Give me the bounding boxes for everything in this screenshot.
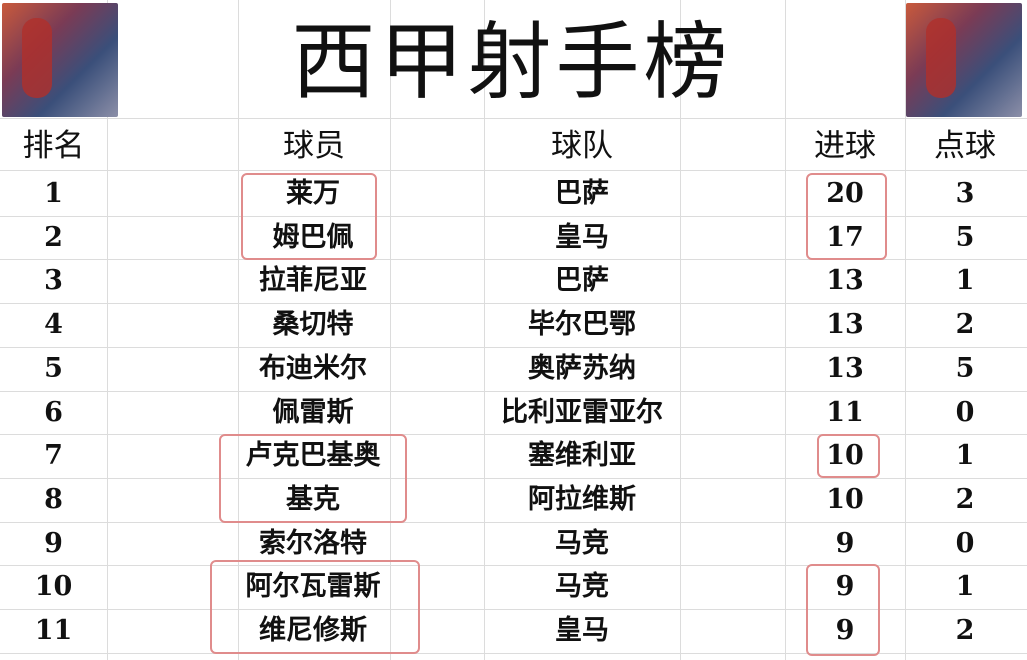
header-team: 球队 bbox=[551, 128, 613, 164]
highlight-box bbox=[806, 564, 880, 656]
cell-team: 巴萨 bbox=[555, 178, 609, 209]
cell-goals: 20 bbox=[826, 178, 864, 209]
cell-goals: 17 bbox=[826, 221, 864, 253]
highlight-box bbox=[219, 434, 407, 523]
cell-goals: 10 bbox=[826, 483, 864, 515]
cell-team: 皇马 bbox=[555, 615, 609, 646]
header-goals: 进球 bbox=[814, 128, 876, 164]
cell-goals: 10 bbox=[826, 440, 864, 472]
cell-rank: 5 bbox=[44, 352, 63, 384]
cell-player: 佩雷斯 bbox=[272, 396, 354, 428]
cell-rank: 11 bbox=[34, 615, 73, 646]
cell-player: 拉菲尼亚 bbox=[259, 265, 367, 297]
cell-penalties: 1 bbox=[955, 571, 975, 603]
cell-penalties: 5 bbox=[955, 352, 975, 384]
cell-goals: 9 bbox=[835, 527, 855, 559]
cell-team: 毕尔巴鄂 bbox=[528, 309, 636, 341]
cell-team: 马竞 bbox=[555, 527, 609, 559]
highlight-box bbox=[210, 560, 420, 654]
cell-player: 桑切特 bbox=[272, 309, 354, 341]
cell-rank: 4 bbox=[44, 309, 63, 341]
header-player: 球员 bbox=[283, 128, 345, 164]
cell-rank: 7 bbox=[44, 440, 63, 472]
cell-rank: 8 bbox=[44, 483, 63, 515]
cell-rank: 9 bbox=[44, 527, 63, 559]
header-rank: 排名 bbox=[22, 128, 85, 164]
cell-player: 布迪米尔 bbox=[259, 352, 367, 384]
cell-goals: 9 bbox=[835, 615, 855, 646]
cell-penalties: 5 bbox=[955, 221, 975, 253]
cell-goals: 9 bbox=[835, 571, 855, 603]
header-penalties: 点球 bbox=[934, 128, 996, 164]
cell-penalties: 2 bbox=[955, 615, 975, 646]
cell-player: 索尔洛特 bbox=[259, 527, 367, 559]
cell-player: 基克 bbox=[286, 483, 340, 515]
cell-team: 巴萨 bbox=[555, 265, 609, 297]
highlight-box bbox=[241, 173, 377, 260]
highlight-box bbox=[806, 173, 887, 260]
cell-goals: 13 bbox=[826, 309, 864, 341]
cell-player: 卢克巴基奥 bbox=[245, 440, 381, 472]
cell-rank: 6 bbox=[44, 396, 63, 428]
player-image-right bbox=[906, 3, 1022, 117]
cell-player: 莱万 bbox=[286, 178, 340, 209]
cell-player: 姆巴佩 bbox=[272, 221, 354, 253]
page-title: 西甲射手榜 bbox=[291, 13, 732, 111]
cell-penalties: 0 bbox=[955, 396, 975, 428]
player-image-left bbox=[2, 3, 118, 117]
cell-team: 比利亚雷亚尔 bbox=[501, 396, 663, 428]
cell-rank: 1 bbox=[44, 178, 63, 209]
cell-rank: 3 bbox=[44, 265, 63, 297]
cell-penalties: 1 bbox=[955, 265, 975, 297]
cell-team: 皇马 bbox=[555, 221, 609, 253]
cell-rank: 2 bbox=[44, 221, 63, 253]
cell-penalties: 2 bbox=[955, 483, 975, 515]
cell-penalties: 3 bbox=[955, 178, 975, 209]
cell-team: 阿拉维斯 bbox=[528, 483, 636, 515]
cell-penalties: 1 bbox=[955, 440, 975, 472]
cell-team: 马竞 bbox=[555, 571, 609, 603]
highlight-box bbox=[817, 434, 880, 478]
cell-player: 维尼修斯 bbox=[259, 615, 367, 646]
cell-team: 塞维利亚 bbox=[528, 440, 636, 472]
cell-goals: 13 bbox=[826, 265, 864, 297]
cell-team: 奥萨苏纳 bbox=[528, 352, 636, 384]
cell-goals: 13 bbox=[826, 352, 864, 384]
cell-goals: 11 bbox=[826, 396, 864, 428]
cell-rank: 10 bbox=[34, 571, 73, 603]
cell-player: 阿尔瓦雷斯 bbox=[245, 571, 381, 603]
cell-penalties: 0 bbox=[955, 527, 975, 559]
cell-penalties: 2 bbox=[955, 309, 975, 341]
